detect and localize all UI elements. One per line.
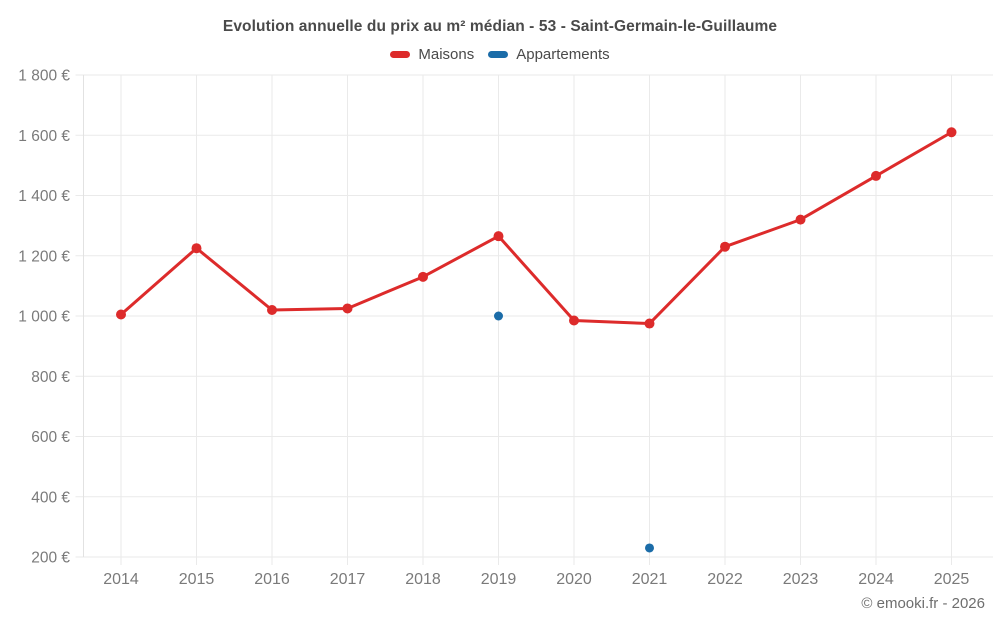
data-point-maisons-2024[interactable]	[871, 170, 881, 181]
legend-swatch-appartements-icon	[488, 51, 509, 58]
x-tick-label: 2020	[556, 571, 592, 588]
data-point-maisons-2021[interactable]	[644, 318, 655, 329]
data-point-maisons-2015[interactable]	[191, 243, 202, 254]
legend-swatch-maisons-icon	[390, 51, 411, 58]
x-tick-label: 2019	[481, 571, 517, 588]
y-tick-label: 200 €	[31, 550, 70, 567]
data-point-appartements-2019[interactable]	[494, 311, 503, 321]
data-point-maisons-2023[interactable]	[795, 214, 806, 225]
y-tick-label: 1 600 €	[18, 128, 70, 145]
x-tick-label: 2016	[254, 571, 290, 588]
x-tick-label: 2022	[707, 571, 743, 588]
y-tick-label: 400 €	[31, 489, 70, 506]
x-tick-label: 2021	[632, 571, 668, 588]
data-point-maisons-2016[interactable]	[267, 304, 277, 315]
series-line-maisons	[119, 130, 953, 326]
data-point-maisons-2017[interactable]	[342, 303, 353, 314]
data-point-maisons-2025[interactable]	[946, 127, 957, 138]
x-tick-label: 2018	[405, 571, 441, 588]
legend-label-appartements: Appartements	[516, 46, 610, 63]
data-point-maisons-2018[interactable]	[418, 271, 428, 282]
data-point-maisons-2022[interactable]	[720, 241, 730, 252]
x-tick-label: 2025	[934, 571, 970, 588]
data-point-maisons-2020[interactable]	[569, 315, 579, 326]
y-tick-label: 1 000 €	[18, 309, 70, 326]
legend-label-maisons: Maisons	[418, 46, 475, 63]
data-point-maisons-2014[interactable]	[116, 309, 126, 320]
x-tick-label: 2015	[179, 571, 215, 588]
data-point-maisons-2019[interactable]	[493, 231, 504, 242]
legend-item-maisons[interactable]: Maisons	[390, 46, 474, 63]
x-tick-label: 2014	[103, 571, 139, 588]
y-tick-label: 800 €	[31, 369, 70, 386]
chart-title: Evolution annuelle du prix au m² médian …	[222, 18, 778, 35]
x-tick-label: 2024	[858, 571, 894, 588]
legend: Maisons Appartements	[0, 46, 1000, 63]
copyright-text: © emooki.fr - 2026	[861, 595, 985, 612]
y-tick-label: 1 200 €	[18, 248, 70, 265]
x-tick-label: 2023	[783, 571, 819, 588]
y-tick-label: 600 €	[31, 429, 70, 446]
x-tick-label: 2017	[330, 571, 366, 588]
data-point-appartements-2021[interactable]	[645, 543, 654, 553]
y-tick-label: 1 400 €	[18, 188, 70, 205]
legend-item-appartements[interactable]: Appartements	[488, 46, 610, 63]
y-tick-label: 1 800 €	[18, 68, 70, 85]
